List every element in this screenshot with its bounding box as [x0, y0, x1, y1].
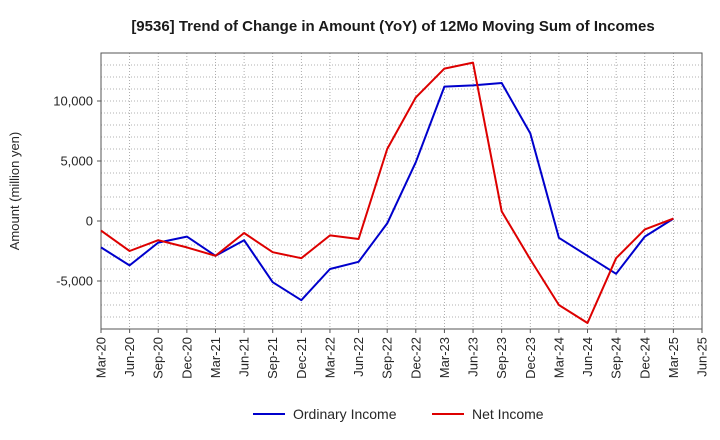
x-tick-label: Dec-20 [179, 337, 194, 379]
x-tick-label: Mar-23 [437, 337, 452, 378]
x-tick-label: Sep-22 [380, 337, 395, 379]
x-tick-label: Sep-23 [494, 337, 509, 379]
x-tick-label: Sep-24 [609, 337, 624, 379]
y-axis: -5,000 0 5,000 10,000 [53, 94, 101, 289]
series-lines [100, 61, 674, 324]
plot-frame [100, 52, 703, 330]
grid [100, 53, 703, 329]
x-tick-label: Mar-22 [322, 337, 337, 378]
legend-label: Net Income [472, 406, 544, 422]
y-tick-label: 0 [86, 214, 93, 229]
x-tick-label: Jun-21 [237, 337, 252, 377]
y-tick-label: 10,000 [53, 94, 93, 109]
x-tick-label: Jun-20 [122, 337, 137, 377]
x-tick-label: Mar-25 [666, 337, 681, 378]
x-tick-label: Dec-24 [637, 337, 652, 379]
x-tick-label: Mar-24 [551, 337, 566, 378]
y-tick-label: -5,000 [56, 274, 93, 289]
x-tick-label: Mar-20 [94, 337, 109, 378]
x-tick-label: Jun-23 [466, 337, 481, 377]
series-line [100, 82, 674, 302]
x-tick-label: Jun-25 [695, 337, 710, 377]
legend: Ordinary Income Net Income [253, 406, 544, 422]
x-axis: Mar-20 Jun-20 Sep-20 Dec-20 Mar-21 Jun-21 Sep-… [94, 329, 710, 379]
x-tick-label: Jun-22 [351, 337, 366, 377]
x-tick-label: Dec-23 [523, 337, 538, 379]
y-axis-label: Amount (million yen) [7, 132, 22, 251]
x-tick-label: Mar-21 [208, 337, 223, 378]
x-tick-label: Dec-21 [294, 337, 309, 379]
chart-title: [9536] Trend of Change in Amount (YoY) o… [131, 18, 654, 35]
x-tick-label: Sep-21 [265, 337, 280, 379]
x-tick-label: Jun-24 [580, 337, 595, 377]
y-tick-label: 5,000 [60, 154, 93, 169]
x-tick-label: Dec-22 [408, 337, 423, 379]
x-tick-label: Sep-20 [151, 337, 166, 379]
legend-label: Ordinary Income [293, 406, 397, 422]
series-line [100, 61, 674, 324]
